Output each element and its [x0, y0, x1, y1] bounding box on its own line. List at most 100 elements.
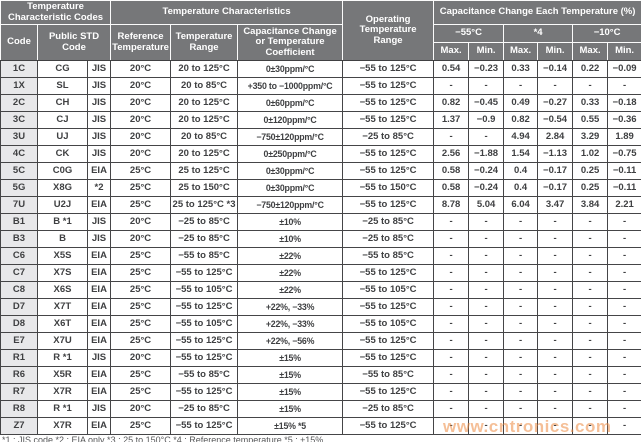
cell-minus55-min: - — [468, 77, 505, 95]
cell-temp-coefficient: 0±120ppm/°C — [237, 111, 344, 129]
cell-ref-min: - — [537, 349, 574, 367]
cell-std-org: JIS — [86, 60, 112, 78]
table-row: E7 X7U EIA 25°C −55 to 125°C +22%, −56% −55 to… — [0, 332, 641, 350]
cell-minus10-min: - — [607, 383, 641, 401]
cell-operating-range: −25 to 85°C — [342, 230, 435, 248]
table-row: 3C CJ JIS 20°C 20 to 125°C 0±120ppm/°C −55 to … — [0, 111, 641, 129]
cell-minus55-max: - — [433, 230, 470, 248]
cell-minus10-max: - — [572, 315, 609, 333]
cell-minus10-max: - — [572, 230, 609, 248]
cell-ref-min: - — [537, 400, 574, 418]
cell-public-std-code: X8G — [37, 179, 88, 197]
cell-std-org: JIS — [86, 400, 112, 418]
header-minus55-min: Min. — [468, 42, 505, 61]
cell-minus55-min: - — [468, 281, 505, 299]
cell-minus10-max: 1.02 — [572, 145, 609, 163]
cell-code: 2C — [0, 94, 38, 112]
cell-operating-range: −55 to 85°C — [342, 366, 435, 384]
cell-reference-temperature: 20°C — [110, 213, 172, 231]
cell-public-std-code: B *1 — [37, 213, 88, 231]
cell-temp-coefficient: 0±60ppm/°C — [237, 94, 344, 112]
cell-std-org: EIA — [86, 315, 112, 333]
cell-public-std-code: SL — [37, 77, 88, 95]
cell-operating-range: −25 to 85°C — [342, 213, 435, 231]
header-minus10-max: Max. — [572, 42, 609, 61]
cell-ref-min: −0.54 — [537, 111, 574, 129]
cell-ref-min: −0.17 — [537, 162, 574, 180]
cell-public-std-code: R *1 — [37, 400, 88, 418]
cell-operating-range: −55 to 125°C — [342, 77, 435, 95]
cell-minus55-min: −0.24 — [468, 162, 505, 180]
cell-minus55-max: 2.56 — [433, 145, 470, 163]
cell-std-org: JIS — [86, 94, 112, 112]
table-body: 1C CG JIS 20°C 20 to 125°C 0±30ppm/°C −55 to 1… — [0, 60, 641, 435]
cell-operating-range: −55 to 105°C — [342, 315, 435, 333]
cell-code: 5C — [0, 162, 38, 180]
cell-public-std-code: X7T — [37, 298, 88, 316]
cell-code: B3 — [0, 230, 38, 248]
cell-temp-coefficient: ±22% — [237, 247, 344, 265]
cell-minus55-max: - — [433, 247, 470, 265]
cell-minus55-min: - — [468, 264, 505, 282]
cell-temp-coefficient: ±15% — [237, 349, 344, 367]
cell-std-org: JIS — [86, 213, 112, 231]
cell-reference-temperature: 20°C — [110, 94, 172, 112]
cell-reference-temperature: 25°C — [110, 281, 172, 299]
cell-minus10-max: - — [572, 213, 609, 231]
cell-ref-max: 0.4 — [503, 162, 539, 180]
cell-minus10-min: −0.11 — [607, 179, 641, 197]
cell-reference-temperature: 20°C — [110, 128, 172, 146]
cell-minus10-min: - — [607, 315, 641, 333]
cell-minus55-max: - — [433, 366, 470, 384]
cell-minus10-min: −0.11 — [607, 162, 641, 180]
cell-reference-temperature: 25°C — [110, 179, 172, 197]
cell-std-org: JIS — [86, 230, 112, 248]
cell-ref-max: - — [503, 315, 539, 333]
cell-ref-min: - — [537, 315, 574, 333]
cell-minus55-min: - — [468, 298, 505, 316]
table-row: 3U UJ JIS 20°C 20 to 85°C −750±120ppm/°C −25 t… — [0, 128, 641, 146]
cell-code: C6 — [0, 247, 38, 265]
cell-ref-min: - — [537, 366, 574, 384]
cell-minus55-min: 5.04 — [468, 196, 505, 214]
cell-minus10-min: −0.18 — [607, 94, 641, 112]
cell-temp-coefficient: 0±30ppm/°C — [237, 162, 344, 180]
cell-code: C8 — [0, 281, 38, 299]
cell-temperature-range: 25 to 125°C — [170, 162, 239, 180]
header-minus55-max: Max. — [433, 42, 470, 61]
cell-operating-range: −55 to 125°C — [342, 60, 435, 78]
cell-temperature-range: 20 to 85°C — [170, 128, 239, 146]
cell-minus55-min: - — [468, 128, 505, 146]
header-temperature-range: Temperature Range — [170, 24, 239, 61]
footnote-clipped: *1 : JIS code *2 : EIA only *3 : 25 to 1… — [2, 435, 324, 442]
cell-minus10-min: - — [607, 264, 641, 282]
cell-code: R7 — [0, 383, 38, 401]
cell-std-org: EIA — [86, 332, 112, 350]
table-row: 5C C0G EIA 25°C 25 to 125°C 0±30ppm/°C −55 to … — [0, 162, 641, 180]
cell-code: R6 — [0, 366, 38, 384]
cell-minus55-max: - — [433, 417, 470, 435]
cell-std-org: EIA — [86, 247, 112, 265]
cell-reference-temperature: 25°C — [110, 196, 172, 214]
cell-code: B1 — [0, 213, 38, 231]
cell-minus55-min: - — [468, 349, 505, 367]
cell-temp-coefficient: 0±30ppm/°C — [237, 60, 344, 78]
cell-operating-range: −25 to 85°C — [342, 400, 435, 418]
cell-minus55-max: - — [433, 383, 470, 401]
table-row: R7 X7R EIA 25°C −55 to 125°C ±15% −55 to 125°C… — [0, 383, 641, 401]
cell-ref-max: - — [503, 247, 539, 265]
cell-minus55-min: −1.88 — [468, 145, 505, 163]
header-temp-minus10: −10°C — [572, 24, 641, 43]
cell-reference-temperature: 20°C — [110, 400, 172, 418]
cell-operating-range: −55 to 125°C — [342, 196, 435, 214]
cell-std-org: EIA — [86, 366, 112, 384]
header-capacitance-change: Capacitance Change Each Temperature (%) — [433, 0, 641, 25]
cell-temp-coefficient: −750±120ppm/°C — [237, 128, 344, 146]
cell-code: 5G — [0, 179, 38, 197]
cell-temp-coefficient: +22%, −33% — [237, 315, 344, 333]
cell-code: R1 — [0, 349, 38, 367]
cell-ref-min: - — [537, 417, 574, 435]
cell-reference-temperature: 20°C — [110, 111, 172, 129]
cell-operating-range: −55 to 125°C — [342, 298, 435, 316]
cell-minus10-max: - — [572, 400, 609, 418]
